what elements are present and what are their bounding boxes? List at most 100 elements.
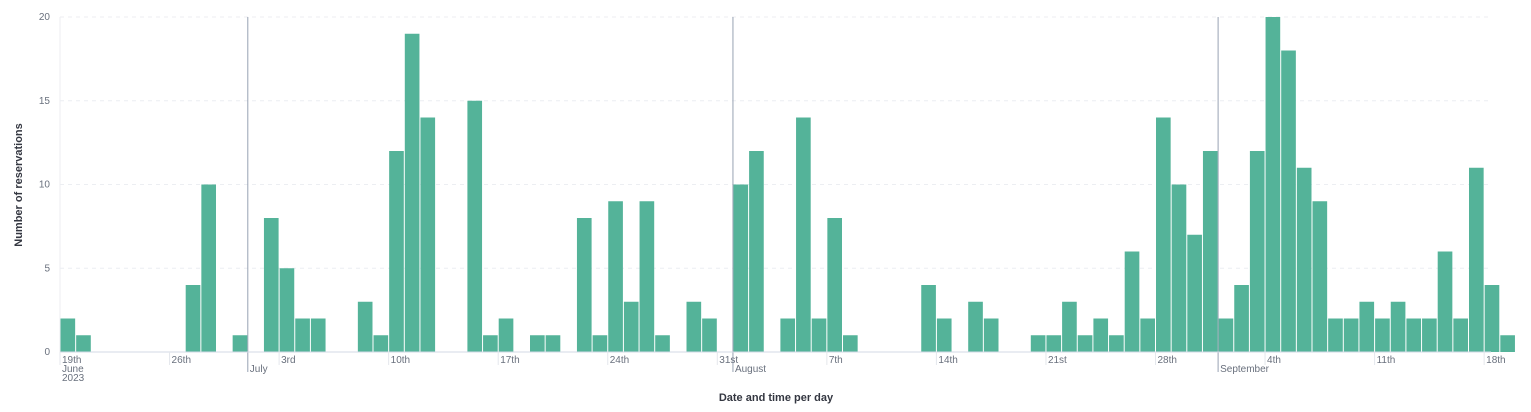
bar: [545, 335, 561, 352]
x-tick-label: 7th: [829, 355, 843, 366]
bar: [1453, 318, 1468, 352]
bar: [843, 335, 858, 352]
bar: [1406, 318, 1422, 352]
bar: [1281, 50, 1296, 352]
bar: [498, 318, 514, 352]
bar: [1437, 251, 1453, 352]
bar: [76, 335, 91, 352]
x-month-label: July: [250, 364, 268, 375]
bar: [1077, 335, 1093, 352]
bar: [232, 335, 248, 352]
bar: [1296, 167, 1312, 352]
bar: [921, 285, 936, 352]
bar: [467, 100, 483, 352]
month-separator-lines: [247, 17, 1219, 372]
bar: [655, 335, 670, 352]
y-tick-label: 20: [39, 12, 51, 23]
bars: [60, 17, 1515, 353]
bar: [608, 201, 623, 352]
bar: [1422, 318, 1437, 352]
bar: [1030, 335, 1046, 352]
bar: [1156, 117, 1171, 352]
bar: [1093, 318, 1109, 352]
x-tick-label: 18th: [1486, 355, 1505, 366]
x-tick-label: 10th: [391, 355, 410, 366]
bar: [733, 184, 749, 352]
bar: [639, 201, 655, 352]
bar: [1390, 301, 1406, 352]
bar: [686, 301, 702, 352]
x-month-label: September: [1220, 364, 1270, 375]
bar: [1312, 201, 1328, 352]
x-axis-ticks: 19th 26th 3rd 10th 17th 24th 31st 7th 14th 21st 28…: [59, 352, 1506, 384]
bar: [1234, 285, 1249, 352]
bar: [530, 335, 545, 352]
bar: [1171, 184, 1187, 352]
x-month-label: August: [735, 364, 766, 375]
bar: [827, 218, 842, 352]
bar: [1484, 285, 1500, 352]
bar: [1249, 151, 1265, 352]
x-tick-label: 11th: [1377, 355, 1396, 366]
x-tick-label: 21st: [1048, 355, 1067, 366]
bar: [279, 268, 295, 352]
bar: [1265, 17, 1281, 352]
x-tick-label: 28th: [1158, 355, 1177, 366]
x-tick-label: 19th: [62, 355, 81, 366]
bar: [185, 285, 201, 352]
x-month-label: June: [62, 364, 84, 375]
bar: [983, 318, 999, 352]
bar: [968, 301, 983, 352]
bar: [1062, 301, 1077, 352]
bar: [357, 301, 373, 352]
bar: [796, 117, 811, 352]
bar: [1328, 318, 1343, 352]
bar: [749, 151, 764, 352]
bar: [1187, 234, 1202, 352]
bar: [1500, 335, 1515, 352]
bar: [576, 218, 592, 352]
y-axis-title: Number of reservations: [13, 123, 25, 246]
bar: [310, 318, 326, 352]
bar: [1109, 335, 1124, 352]
bar: [1359, 301, 1375, 352]
x-tick-label: 17th: [500, 355, 519, 366]
x-year-label: 2023: [62, 373, 85, 384]
bar: [1218, 318, 1234, 352]
x-axis-title: Date and time per day: [719, 392, 834, 404]
bar: [1124, 251, 1140, 352]
bar: [295, 318, 310, 352]
y-tick-label: 10: [39, 180, 51, 191]
bar: [702, 318, 717, 352]
bar: [780, 318, 796, 352]
x-tick-label: 14th: [938, 355, 957, 366]
y-axis-ticks: 0 5 10 15 20: [39, 12, 51, 358]
y-tick-label: 5: [44, 263, 50, 274]
y-tick-label: 15: [39, 96, 51, 107]
bar: [811, 318, 827, 352]
bar: [1046, 335, 1062, 352]
bar: [936, 318, 952, 352]
bar: [373, 335, 389, 352]
bar: [60, 318, 76, 352]
x-tick-label: 24th: [610, 355, 629, 366]
bar: [404, 33, 420, 352]
bar: [1202, 151, 1218, 352]
bar: [1375, 318, 1390, 352]
x-tick-label: 4th: [1267, 355, 1281, 366]
bar: [389, 151, 404, 352]
bar: [623, 301, 639, 352]
y-tick-label: 0: [44, 347, 50, 358]
bar: [1343, 318, 1359, 352]
bar: [1140, 318, 1155, 352]
bar: [483, 335, 498, 352]
bar: [263, 218, 279, 352]
x-tick-label: 31st: [719, 355, 738, 366]
bar: [592, 335, 608, 352]
x-tick-label: 26th: [172, 355, 191, 366]
bar: [1469, 167, 1484, 352]
bar: [420, 117, 436, 352]
x-tick-label: 3rd: [281, 355, 295, 366]
